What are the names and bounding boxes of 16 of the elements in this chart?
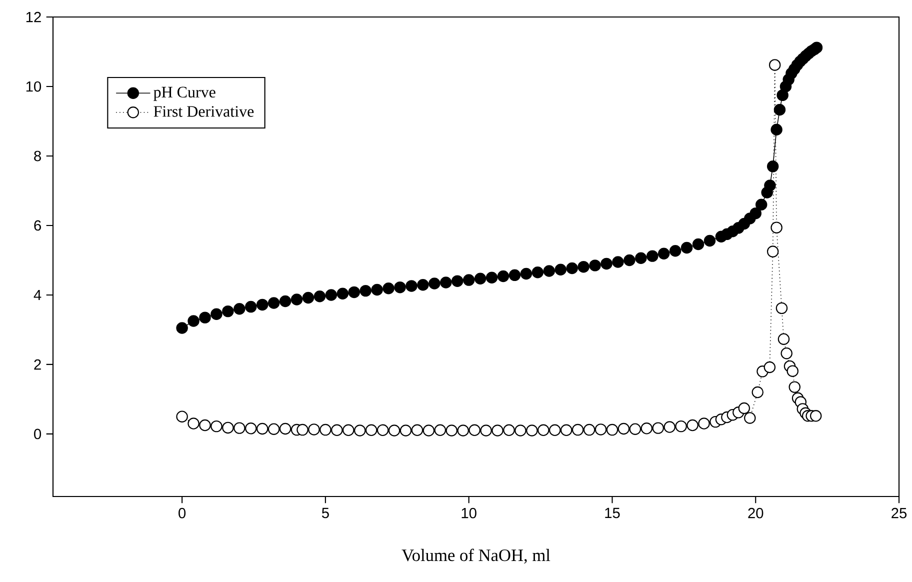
- y-tick-label: 0: [34, 428, 42, 440]
- x-tick-label: 25: [892, 508, 907, 518]
- x-tick-label: 0: [178, 508, 186, 518]
- x-tick-label: 10: [462, 508, 476, 518]
- legend-label: First Derivative: [154, 106, 254, 117]
- y-tick-label: 12: [26, 12, 41, 22]
- x-tick-label: 5: [322, 508, 329, 518]
- x-tick-label: 20: [748, 508, 764, 518]
- y-tick-label: 2: [34, 359, 41, 370]
- x-axis-title: Volume of NaOH, ml: [402, 548, 550, 564]
- legend-label: pH Curve: [154, 86, 216, 101]
- y-tick-label: 6: [34, 220, 41, 231]
- y-tick-label: 10: [26, 81, 42, 92]
- y-tick-label: 4: [34, 290, 42, 300]
- x-tick-label: 15: [605, 508, 620, 518]
- y-tick-label: 8: [34, 150, 41, 162]
